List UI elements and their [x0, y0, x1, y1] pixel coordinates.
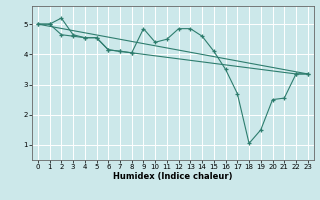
X-axis label: Humidex (Indice chaleur): Humidex (Indice chaleur): [113, 172, 233, 181]
